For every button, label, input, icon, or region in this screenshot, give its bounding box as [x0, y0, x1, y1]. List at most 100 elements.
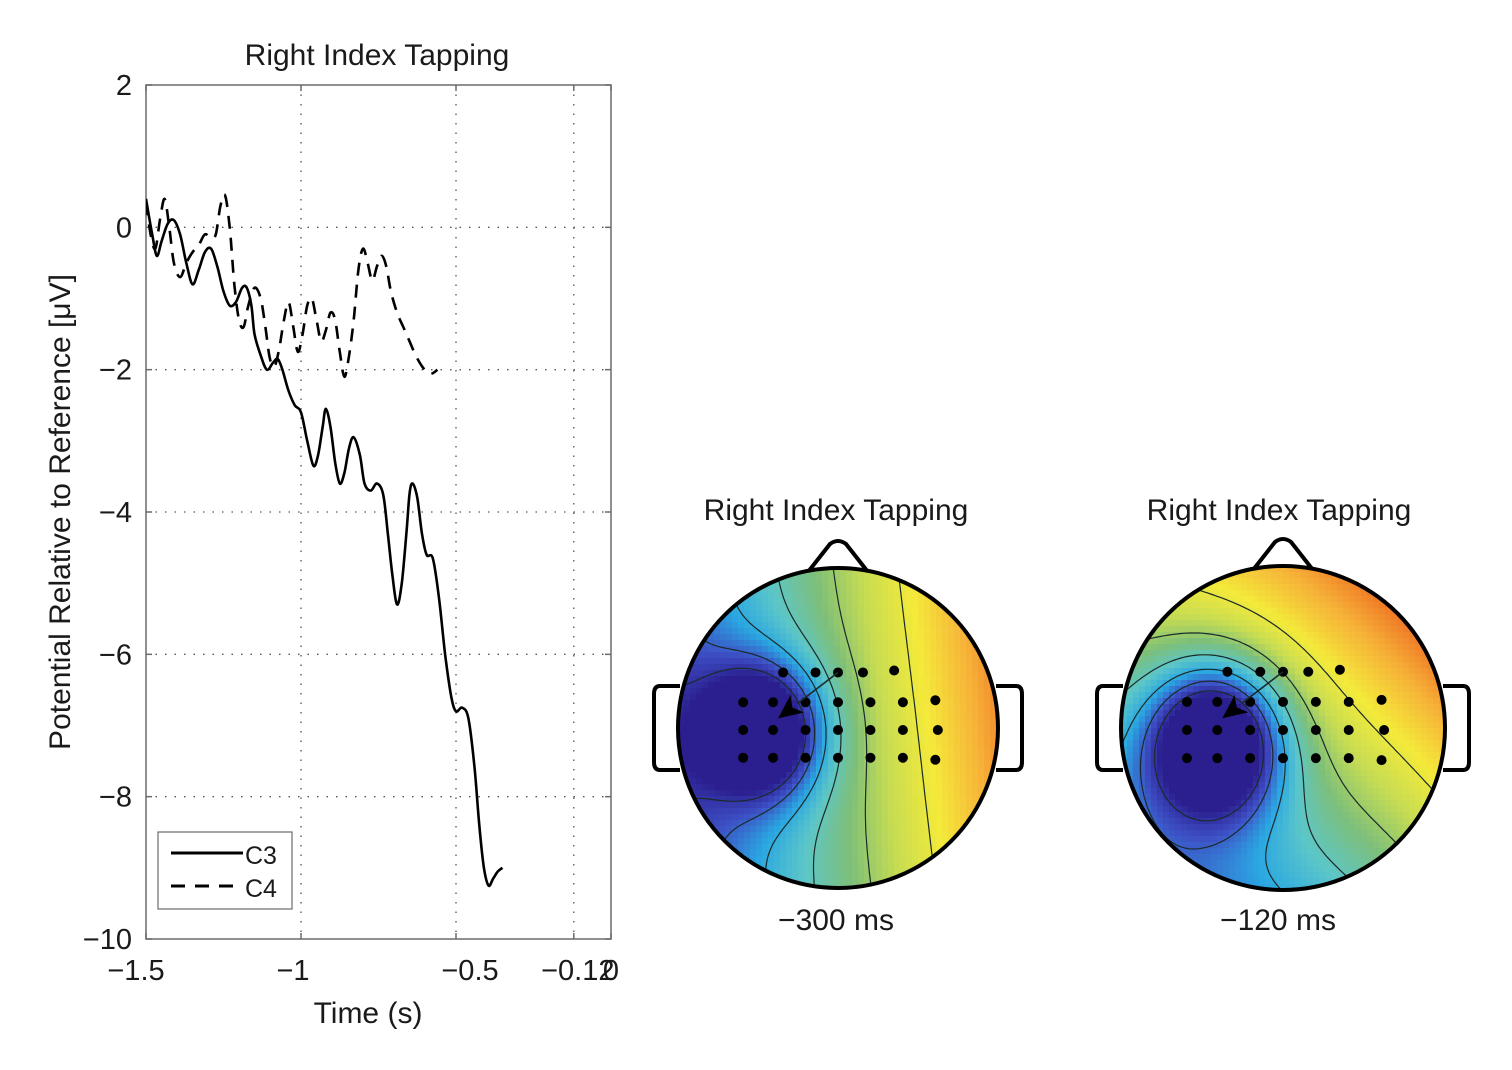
electrode-dot: [768, 752, 779, 763]
field-cell: [774, 628, 781, 635]
field-cell: [942, 634, 949, 641]
field-cell: [1331, 740, 1338, 747]
field-cell: [1187, 788, 1194, 795]
field-cell: [1175, 728, 1182, 735]
field-cell: [1427, 740, 1434, 747]
field-cell: [708, 712, 715, 719]
field-cell: [858, 742, 865, 749]
field-cell: [1367, 710, 1374, 717]
field-cell: [870, 766, 877, 773]
field-cell: [1313, 866, 1320, 873]
field-cell: [786, 646, 793, 653]
field-cell: [1427, 728, 1434, 735]
field-cell: [1235, 764, 1242, 771]
field-cell: [882, 754, 889, 761]
field-cell: [762, 676, 769, 683]
field-cell: [954, 772, 961, 779]
field-cell: [888, 622, 895, 629]
field-cell: [1349, 812, 1356, 819]
field-cell: [1337, 794, 1344, 801]
field-cell: [1313, 632, 1320, 639]
field-cell: [1367, 602, 1374, 609]
field-cell: [1235, 770, 1242, 777]
field-cell: [1343, 620, 1350, 627]
field-cell: [1157, 626, 1164, 633]
field-cell: [858, 778, 865, 785]
field-cell: [1319, 596, 1326, 603]
field-cell: [1415, 806, 1422, 813]
field-cell: [870, 616, 877, 623]
field-cell: [1331, 848, 1338, 855]
field-cell: [846, 772, 853, 779]
field-cell: [1343, 740, 1350, 747]
field-cell: [1367, 740, 1374, 747]
field-cell: [906, 844, 913, 851]
field-cell: [804, 640, 811, 647]
field-cell: [1253, 764, 1260, 771]
field-cell: [1295, 716, 1302, 723]
field-cell: [852, 574, 859, 581]
field-cell: [738, 814, 745, 821]
field-cell: [1241, 710, 1248, 717]
field-cell: [1175, 716, 1182, 723]
field-cell: [840, 730, 847, 737]
field-cell: [1283, 650, 1290, 657]
field-cell: [1169, 818, 1176, 825]
field-cell: [876, 718, 883, 725]
field-cell: [720, 658, 727, 665]
field-cell: [1229, 752, 1236, 759]
contour-lines: [678, 568, 938, 888]
field-cell: [1397, 776, 1404, 783]
field-cell: [1205, 752, 1212, 759]
field-cell: [1403, 698, 1410, 705]
field-cell: [900, 826, 907, 833]
field-cell: [840, 736, 847, 743]
field-cell: [882, 766, 889, 773]
field-cell: [1421, 716, 1428, 723]
field-cell: [1391, 698, 1398, 705]
field-cell: [828, 820, 835, 827]
field-cell: [1205, 716, 1212, 723]
field-cell: [1403, 812, 1410, 819]
field-cell: [1265, 842, 1272, 849]
field-cell: [858, 862, 865, 869]
field-cell: [1349, 608, 1356, 615]
right-ear-icon: [1443, 684, 1471, 772]
field-cell: [732, 760, 739, 767]
field-cell: [822, 862, 829, 869]
field-cell: [1355, 608, 1362, 615]
field-cell: [1289, 800, 1296, 807]
field-cell: [924, 784, 931, 791]
field-cell: [1157, 674, 1164, 681]
field-cell: [1265, 668, 1272, 675]
field-cell: [858, 748, 865, 755]
field-cell: [900, 664, 907, 671]
field-cell: [1397, 698, 1404, 705]
field-cell: [876, 868, 883, 875]
field-cell: [822, 676, 829, 683]
field-cell: [1301, 590, 1308, 597]
field-cell: [888, 802, 895, 809]
field-cell: [1187, 674, 1194, 681]
field-cell: [768, 640, 775, 647]
field-cell: [1301, 584, 1308, 591]
field-cell: [948, 802, 955, 809]
field-cell: [1277, 674, 1284, 681]
field-cell: [1235, 746, 1242, 753]
field-cell: [1157, 638, 1164, 645]
field-cell: [738, 736, 745, 743]
field-cell: [858, 706, 865, 713]
field-cell: [1241, 836, 1248, 843]
field-cell: [1175, 704, 1182, 711]
field-cell: [1319, 578, 1326, 585]
field-cell: [936, 682, 943, 689]
field-cell: [1415, 722, 1422, 729]
field-cell: [972, 724, 979, 731]
field-cell: [1211, 764, 1218, 771]
field-cell: [762, 736, 769, 743]
field-cell: [762, 784, 769, 791]
field-cell: [1169, 830, 1176, 837]
field-cell: [1199, 758, 1206, 765]
field-cell: [1277, 800, 1284, 807]
field-cell: [1289, 842, 1296, 849]
